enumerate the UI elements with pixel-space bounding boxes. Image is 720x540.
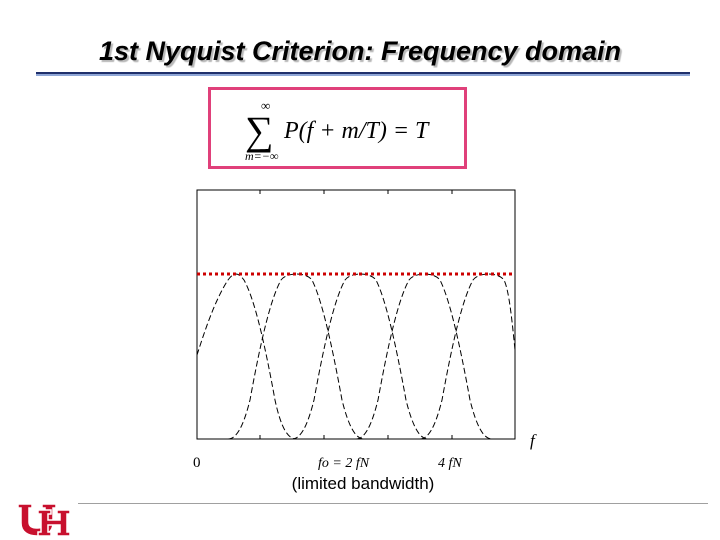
axis-label-f: f [530, 431, 537, 450]
spectrum-lobe-3 [355, 273, 493, 440]
title-underline [36, 72, 690, 76]
spectrum-lobe-4 [419, 273, 516, 440]
tick-label-zero: 0 [193, 455, 201, 471]
sum-lower-limit: m=−∞ [245, 149, 279, 163]
sum-upper-limit: ∞ [261, 98, 270, 113]
slide-title: 1st Nyquist Criterion: Frequency domain [98, 36, 622, 66]
formula-graphic: ∞ ∑ m=−∞ P(f + m/T) = T [245, 98, 430, 163]
plot-frame [196, 189, 516, 440]
plot-ticks [259, 190, 453, 439]
footer-rule [78, 503, 708, 504]
spectrum-lobe-2 [291, 273, 429, 440]
formula-box: ∞ ∑ m=−∞ P(f + m/T) = T [208, 87, 467, 169]
tick-label-fo: fo = 2 fN [318, 456, 370, 471]
spectrum-lobe-0 [196, 273, 297, 440]
spectrum-lobe-1 [227, 273, 365, 440]
figure-caption: (limited bandwidth) [291, 474, 435, 493]
tick-label-4fn: 4 fN [438, 456, 462, 471]
sum-sign: ∑ [245, 108, 274, 153]
spectrum-curves [196, 273, 516, 440]
uh-interlocking-logo [17, 503, 71, 537]
formula-expression: P(f + m/T) = T [283, 118, 430, 144]
